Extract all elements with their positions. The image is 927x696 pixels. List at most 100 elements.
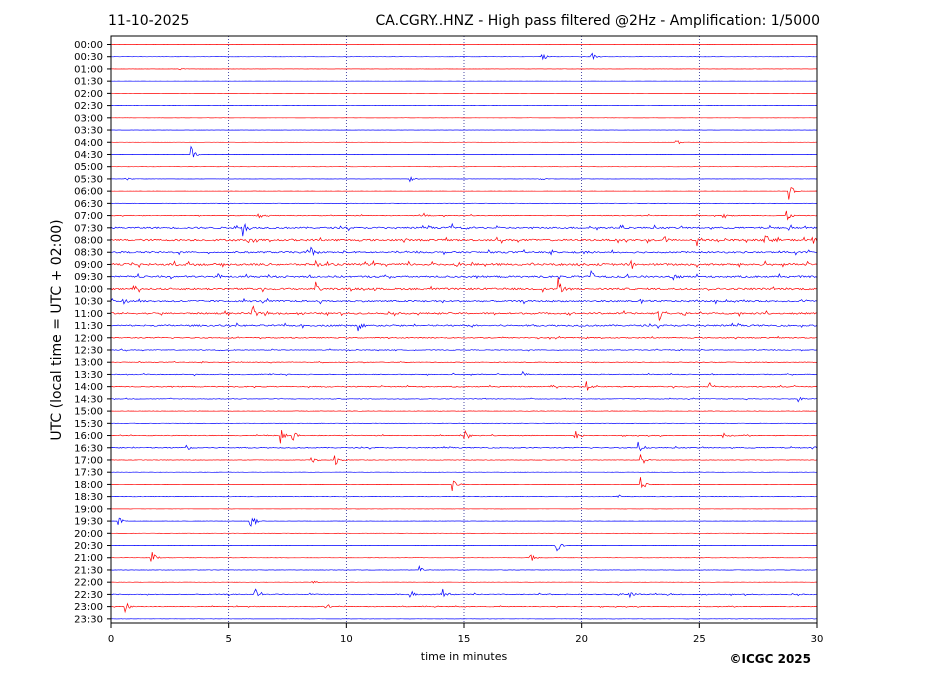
y-tick-label: 05:00 [74, 162, 103, 173]
trace-row-2300 [110, 602, 818, 614]
y-tick-label: 09:00 [74, 260, 103, 271]
x-tick-label: 0 [108, 634, 114, 645]
trace-row-1800 [111, 477, 817, 492]
y-tick-label: 07:30 [74, 223, 103, 234]
trace-row-2200 [110, 580, 817, 584]
y-tick-label: 08:30 [74, 248, 103, 259]
trace-row-1300 [110, 360, 817, 364]
plot-frame [110, 35, 818, 624]
y-tick-label: 15:30 [74, 419, 103, 430]
y-tick-label: 14:00 [74, 382, 103, 393]
y-tick-label: 17:30 [74, 468, 103, 479]
y-tick-label: 05:30 [74, 174, 103, 185]
date-label: 11-10-2025 [108, 13, 189, 29]
x-tick-label: 20 [575, 634, 588, 645]
trace-row-0700 [110, 210, 818, 221]
y-tick-label: 02:30 [74, 101, 103, 112]
y-tick-label: 00:30 [74, 52, 103, 63]
y-tick-label: 07:00 [74, 211, 103, 222]
y-tick-label: 21:30 [74, 565, 103, 576]
y-tick-label: 18:00 [74, 480, 103, 491]
y-tick-label: 12:00 [74, 333, 103, 344]
y-tick-label: 17:00 [74, 455, 103, 466]
y-tick-label: 19:30 [74, 517, 103, 528]
vertical-gridlines [228, 36, 700, 623]
y-tick-label: 11:30 [74, 321, 103, 332]
y-tick-label: 01:00 [74, 64, 103, 75]
y-tick-label: 10:30 [74, 297, 103, 308]
x-tick-label: 30 [811, 634, 824, 645]
trace-row-1830 [110, 494, 817, 498]
y-tick-label: 13:00 [74, 358, 103, 369]
trace-row-1700 [110, 454, 818, 466]
y-tick-label: 23:00 [74, 602, 103, 613]
trace-row-0900 [110, 259, 818, 269]
y-tick-label: 10:00 [74, 284, 103, 295]
trace-row-1400 [110, 381, 818, 391]
x-tick-label: 15 [458, 634, 471, 645]
y-tick-label: 06:30 [74, 199, 103, 210]
y-tick-label: 04:00 [74, 138, 103, 149]
y-tick-label: 15:00 [74, 407, 103, 418]
trace-row-0830 [110, 246, 818, 257]
trace-row-0600 [110, 187, 818, 200]
trace-row-1330 [110, 370, 818, 377]
trace-row-0930 [110, 269, 818, 281]
y-tick-label: 06:00 [74, 187, 103, 198]
trace-row-0730 [110, 222, 818, 237]
x-axis-ticks: 0 5 10 15 20 25 30 [108, 623, 824, 645]
x-tick-label: 25 [693, 634, 706, 645]
trace-row-0800 [110, 235, 818, 247]
x-axis-label: time in minutes [421, 650, 508, 663]
y-tick-label: 09:30 [74, 272, 103, 283]
y-tick-label: 19:00 [74, 504, 103, 515]
y-tick-label: 01:30 [74, 77, 103, 88]
y-tick-label: 23:30 [74, 614, 103, 625]
seismic-traces [110, 44, 818, 620]
trace-row-1200 [110, 335, 817, 340]
y-tick-label: 08:00 [74, 236, 103, 247]
trace-row-2230 [111, 588, 818, 599]
trace-row-0530 [111, 176, 818, 183]
y-tick-label: 03:00 [74, 113, 103, 124]
x-tick-label: 10 [340, 634, 353, 645]
y-tick-label: 21:00 [74, 553, 103, 564]
y-tick-label: 22:00 [74, 578, 103, 589]
y-tick-label: 02:00 [74, 89, 103, 100]
trace-row-1100 [110, 305, 818, 322]
trace-row-1630 [110, 441, 818, 452]
y-tick-label: 11:00 [74, 309, 103, 320]
trace-row-1230 [110, 348, 818, 352]
y-tick-label: 16:00 [74, 431, 103, 442]
y-tick-label: 20:00 [74, 529, 103, 540]
y-tick-label: 14:30 [74, 394, 103, 405]
y-tick-label: 12:30 [74, 346, 103, 357]
trace-row-2100 [110, 551, 817, 562]
trace-row-0430 [111, 145, 818, 158]
y-tick-label: 04:30 [74, 150, 103, 161]
trace-row-2030 [111, 543, 818, 552]
copyright-label: ©ICGC 2025 [729, 652, 811, 666]
y-tick-label: 03:30 [74, 126, 103, 137]
trace-row-1030 [110, 297, 818, 305]
trace-row-1600 [110, 429, 818, 444]
y-tick-label: 00:00 [74, 40, 103, 51]
chart-title: CA.CGRY..HNZ - High pass filtered @2Hz -… [376, 13, 820, 29]
y-tick-label: 13:30 [74, 370, 103, 381]
y-tick-label: 20:30 [74, 541, 103, 552]
x-tick-label: 5 [225, 634, 231, 645]
trace-row-2130 [110, 564, 817, 572]
y-tick-label: 18:30 [74, 492, 103, 503]
y-axis-label: UTC (local time = UTC + 02:00) [49, 219, 65, 440]
trace-row-1430 [110, 396, 817, 403]
trace-row-1930 [111, 517, 818, 527]
trace-row-0030 [110, 52, 818, 61]
trace-row-0100 [111, 68, 817, 71]
trace-row-1130 [110, 322, 818, 332]
y-tick-label: 16:30 [74, 443, 103, 454]
y-tick-label: 22:30 [74, 590, 103, 601]
trace-row-0400 [111, 140, 817, 145]
trace-row-1000 [110, 277, 818, 293]
